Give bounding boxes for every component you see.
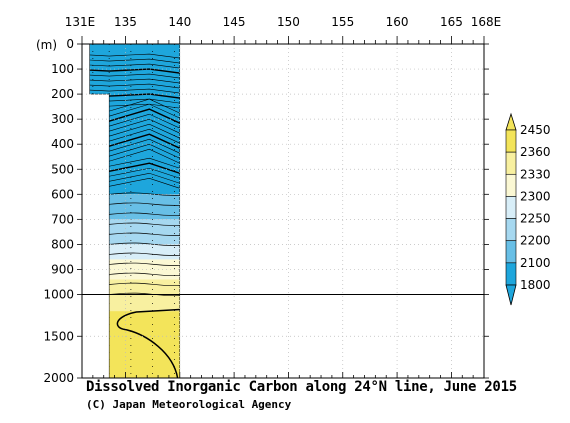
contour-line <box>89 83 180 89</box>
dic-band <box>109 311 180 378</box>
longitude-axis: 131E 135 140 145 150 155 160 165 168E <box>65 15 502 378</box>
cbar-bottom-arrow <box>505 284 517 306</box>
y-tick-label: 2000 <box>43 371 74 385</box>
y-tick-label: 200 <box>51 87 74 101</box>
x-tick-label: 131E <box>65 15 96 29</box>
contour-line <box>116 308 180 378</box>
y-tick-label: 600 <box>51 187 74 201</box>
cbar-label: 2300 <box>520 189 551 203</box>
cbar-segment <box>505 129 517 153</box>
cbar-label: 2100 <box>520 256 551 270</box>
contour-line <box>89 73 180 79</box>
cbar-segment <box>505 196 517 219</box>
cbar-label: 2450 <box>520 123 551 137</box>
contour-line <box>89 58 180 64</box>
cbar-label: 2250 <box>520 212 551 226</box>
y-tick-label: 300 <box>51 112 74 126</box>
contour-line <box>109 272 180 276</box>
contour-line <box>109 222 180 226</box>
chart-credit: (C) Japan Meteorological Agency <box>86 398 292 411</box>
x-tick-label: 165 <box>440 15 463 29</box>
x-tick-label: 155 <box>331 15 354 29</box>
contour-line <box>109 242 180 246</box>
cbar-segment <box>505 151 517 175</box>
x-tick-label: 160 <box>386 15 409 29</box>
contour-line <box>109 192 180 196</box>
y-tick-label: 700 <box>51 212 74 226</box>
contour-line <box>109 292 180 296</box>
section-fill <box>89 44 180 378</box>
grid-lines <box>82 44 484 378</box>
depth-unit-label: (m) <box>36 38 57 52</box>
y-tick-label: 500 <box>51 162 74 176</box>
cbar-segment <box>505 218 517 242</box>
cbar-label: 2360 <box>520 145 551 159</box>
contour-line <box>89 88 180 94</box>
y-tick-label: 800 <box>51 237 74 251</box>
cbar-segment <box>505 173 517 197</box>
y-tick-label: 0 <box>66 37 74 51</box>
contour-line <box>109 212 180 216</box>
contour-line <box>109 262 180 266</box>
dic-section-layer <box>89 44 181 378</box>
depth-axis: (m) 0 100 200 300 400 500 600 700 800 900 1000 1500… <box>36 37 489 385</box>
cbar-label: 1800 <box>520 278 551 292</box>
color-scale-legend: 1800 2100 2200 2250 2300 2330 2360 2450 <box>505 112 551 306</box>
x-tick-label: 145 <box>223 15 246 29</box>
plot-frame <box>81 43 485 379</box>
y-tick-label: 1000 <box>43 288 74 302</box>
y-tick-label: 100 <box>51 62 74 76</box>
contour-line <box>109 282 180 286</box>
x-tick-label: 150 <box>277 15 300 29</box>
x-tick-label: 140 <box>168 15 191 29</box>
contour-line <box>89 78 180 84</box>
cbar-top-arrow <box>505 112 517 131</box>
contour-line <box>89 63 180 69</box>
contour-line <box>109 202 180 206</box>
dic-band <box>89 244 180 260</box>
contour-line <box>109 252 180 256</box>
chart-title: Dissolved Inorganic Carbon along 24°N li… <box>86 379 517 395</box>
cbar-label: 2330 <box>520 167 551 181</box>
y-tick-label: 1500 <box>43 329 74 343</box>
cbar-label: 2200 <box>520 234 551 248</box>
dic-band <box>89 279 180 295</box>
cbar-segment <box>505 240 517 264</box>
x-tick-label: 135 <box>114 15 137 29</box>
y-tick-label: 900 <box>51 262 74 276</box>
contour-line <box>89 68 180 74</box>
cbar-segment <box>505 262 517 286</box>
contour-line <box>89 53 180 59</box>
x-tick-label: 168E <box>471 15 502 29</box>
contour-line <box>109 232 180 236</box>
y-tick-label: 400 <box>51 137 74 151</box>
